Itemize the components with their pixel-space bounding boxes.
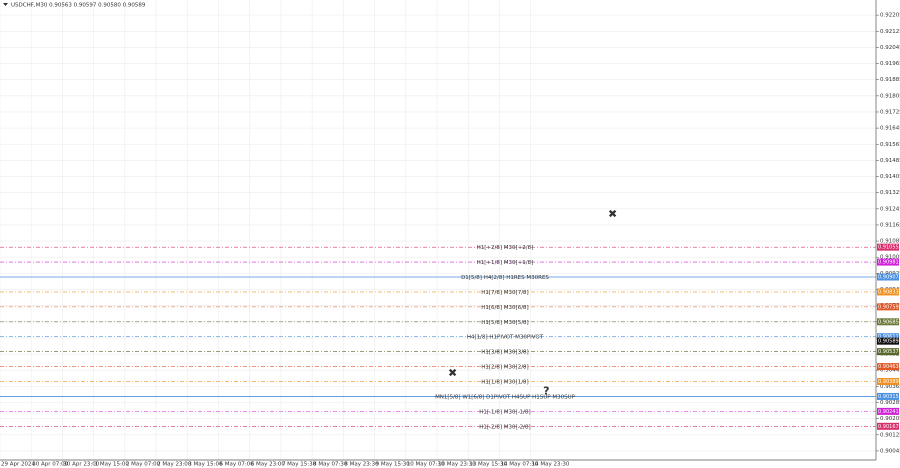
- price-tag-label: 0.90981: [878, 260, 899, 266]
- level-label: H1[2/8] M30[2/8]: [481, 365, 528, 371]
- x-tick-label: 13 May 15:30: [469, 462, 507, 468]
- y-tick-label: 0.91965: [880, 61, 900, 67]
- price-tag: [877, 288, 899, 296]
- level-label: H1[5/8] M30[5/8]: [481, 320, 528, 326]
- y-tick-label: 0.90445: [880, 368, 900, 374]
- level-label: H1[1/8] M30[1/8]: [481, 380, 528, 386]
- x-tick-label: 8 May 23:30: [344, 462, 379, 468]
- x-tick-label: 6 May 07:00: [220, 462, 255, 468]
- signal-marker: ✖: [448, 366, 457, 379]
- y-tick-label: 0.91005: [880, 255, 900, 261]
- x-tick-label: 2 May 23:00: [157, 462, 192, 468]
- level-label: H1[+2/8] M30[+2/8]: [477, 245, 534, 251]
- x-tick-label: 30 Apr 23:00: [63, 462, 99, 468]
- y-tick-label: 0.91885: [880, 77, 900, 83]
- level-label: D1[5/8] H4[2/8] H1RES M30RES: [461, 275, 549, 281]
- y-tick-label: 0.91325: [880, 190, 900, 196]
- x-tick-label: 10 May 23:30: [438, 462, 476, 468]
- x-tick-label: 14 May 23:30: [532, 462, 570, 468]
- price-tag-label: 0.90241: [878, 409, 899, 415]
- level-label: H1[6/8] M30[6/8]: [481, 305, 528, 311]
- price-tag-label: 0.90833: [878, 289, 899, 295]
- x-tick-label: 8 May 07:30: [313, 462, 348, 468]
- price-tag: [877, 318, 899, 326]
- signal-marker: ✖: [608, 208, 617, 221]
- y-tick-label: 0.92125: [880, 29, 900, 35]
- menu-icon[interactable]: [3, 3, 8, 6]
- level-label: H1[-2/8] M30[-2/8]: [479, 424, 530, 430]
- price-tag-label: 0.90907: [878, 275, 899, 281]
- y-tick-label: 0.91085: [880, 239, 900, 245]
- price-tag: [877, 363, 899, 371]
- price-tag: [877, 407, 899, 415]
- price-tag: [877, 348, 899, 356]
- y-tick-label: 0.91645: [880, 126, 900, 132]
- y-tick-label: 0.90205: [880, 416, 900, 422]
- x-tick-label: 14 May 07:30: [500, 462, 538, 468]
- x-tick-label: 7 May 15:30: [282, 462, 317, 468]
- price-tag: [877, 243, 899, 251]
- last-price-label: 0.90589: [878, 339, 899, 345]
- price-tag-label: 0.90611: [878, 334, 899, 340]
- x-tick-label: 1 May 15:00: [95, 462, 130, 468]
- price-tag-label: 0.90685: [878, 319, 899, 325]
- x-tick-label: 3 May 15:00: [188, 462, 223, 468]
- y-tick-label: 0.90045: [880, 448, 900, 454]
- y-tick-label: 0.90285: [880, 400, 900, 406]
- y-tick-label: 0.91485: [880, 158, 900, 164]
- y-tick-label: 0.91245: [880, 206, 900, 212]
- level-label: MN1[5/8] W1[6/8] D1PIVOT H4SUP H1SUP M30…: [435, 394, 576, 400]
- x-tick-label: 29 Apr 2024: [1, 462, 36, 468]
- level-label: H1[-1/8] M30[-1/8]: [479, 409, 530, 415]
- x-tick-label: 6 May 23:00: [251, 462, 286, 468]
- price-tag: [877, 273, 899, 281]
- y-tick-label: 0.91565: [880, 142, 900, 148]
- price-tag-label: 0.90463: [878, 364, 899, 370]
- price-tag-label: 0.90315: [878, 394, 899, 400]
- x-tick-label: 10 May 07:30: [407, 462, 445, 468]
- y-tick-label: 0.90125: [880, 432, 900, 438]
- y-tick-label: 0.92205: [880, 13, 900, 19]
- level-label: H4[1/8] H1PIVOT M30PIVOT: [467, 335, 544, 341]
- price-tag: [877, 378, 899, 386]
- last-price-tag: [877, 337, 899, 345]
- y-tick-label: 0.91405: [880, 174, 900, 180]
- y-tick-label: 0.92045: [880, 45, 900, 51]
- chart-title: USDCHF,M30 0.90563 0.90597 0.90580 0.905…: [11, 3, 146, 9]
- y-tick-label: 0.91165: [880, 222, 900, 228]
- price-tag-label: 0.90167: [878, 424, 899, 430]
- price-tag: [877, 392, 899, 400]
- x-tick-label: 2 May 07:00: [126, 462, 161, 468]
- y-tick-label: 0.91805: [880, 93, 900, 99]
- price-tag: [877, 333, 899, 341]
- price-tag: [877, 258, 899, 266]
- x-tick-label: 9 May 15:30: [376, 462, 411, 468]
- level-label: H1[3/8] M30[3/8]: [481, 350, 528, 356]
- level-label: H1[+1/8] M30[+1/8]: [477, 260, 534, 266]
- signal-marker: ?: [543, 384, 549, 397]
- price-tag-label: 0.90759: [878, 304, 899, 310]
- y-tick-label: 0.90365: [880, 384, 900, 390]
- price-tag: [877, 303, 899, 311]
- level-label: H1[7/8] M30[7/8]: [481, 290, 528, 296]
- price-tag-label: 0.91055: [878, 245, 899, 251]
- x-tick-label: 30 Apr 07:00: [32, 462, 68, 468]
- price-tag-label: 0.90537: [878, 349, 899, 355]
- price-tag-label: 0.90389: [878, 379, 899, 385]
- price-tag: [877, 422, 899, 430]
- y-tick-label: 0.91725: [880, 109, 900, 115]
